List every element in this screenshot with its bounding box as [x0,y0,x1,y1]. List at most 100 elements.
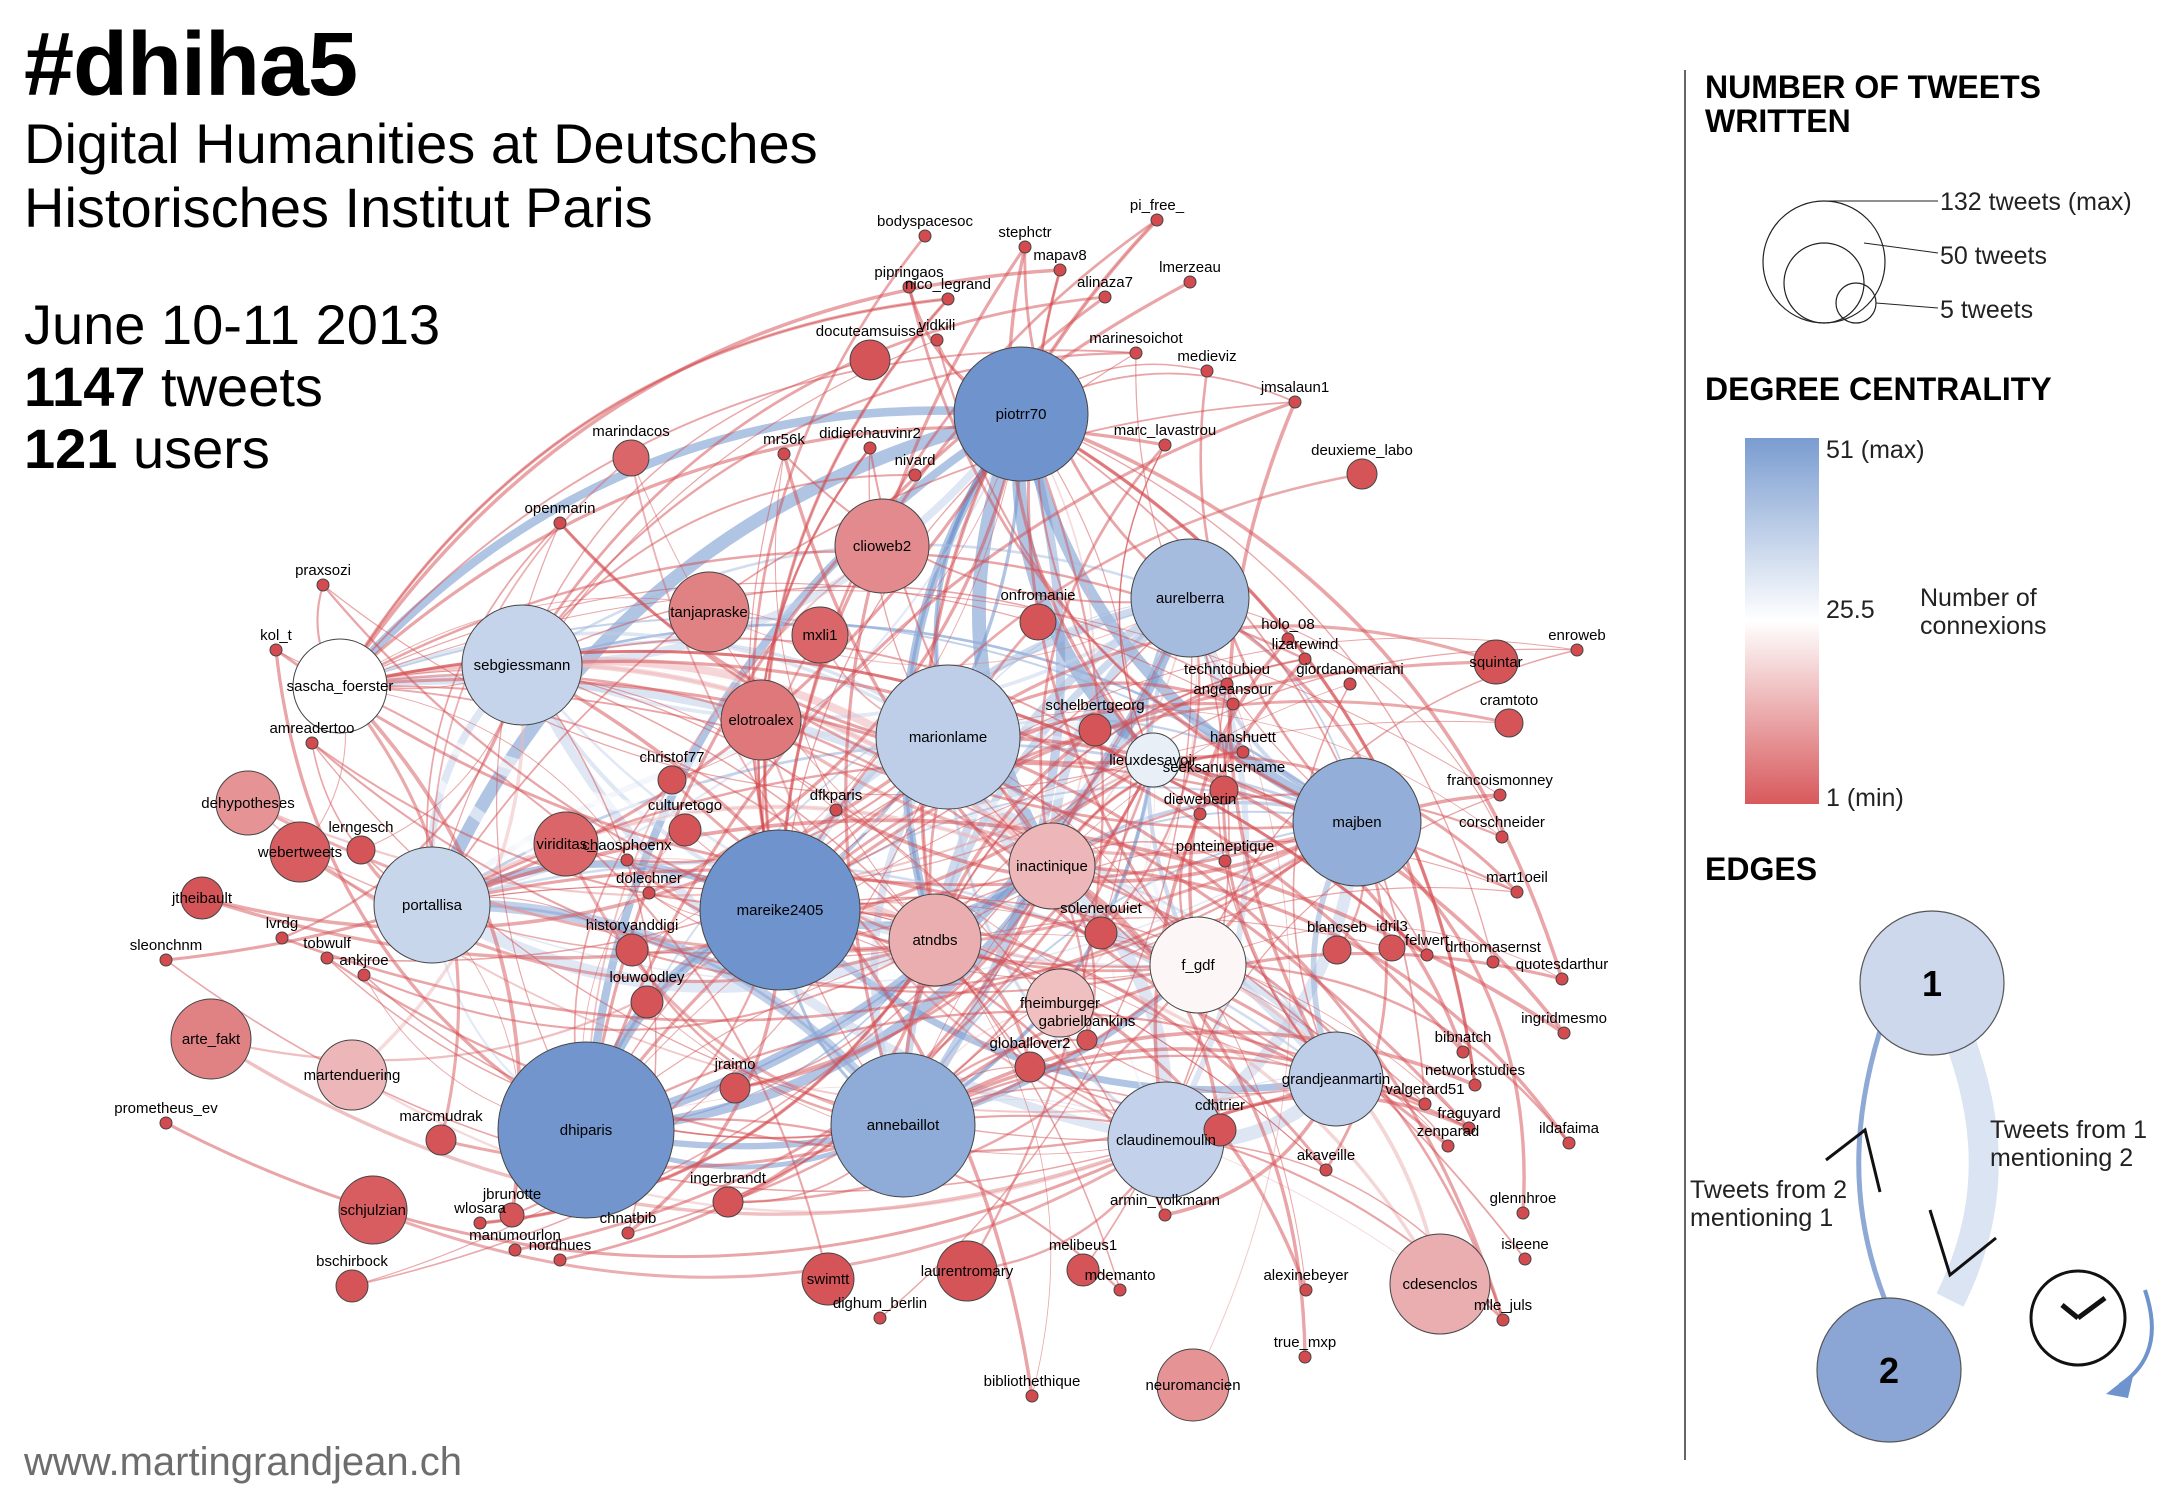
node-fraguyard [1462,1121,1476,1135]
network-edge [165,413,1023,962]
page-title: #dhiha5 [24,15,358,115]
node-label-drthomasernst: drthomasernst [1445,939,1542,956]
node-felwert [1420,948,1434,962]
node-label-solenerouiet: solenerouiet [1060,900,1143,917]
node-bibliothethique [1025,1389,1039,1403]
network-edge [779,637,1578,911]
node-medieviz [1200,364,1214,378]
node-label-ankjroe: ankjroe [339,952,388,969]
network-edge [1020,412,1564,980]
node-seeksanusername [1209,775,1239,805]
node-webertweets [269,821,331,883]
node-neuromancien [1156,1348,1230,1422]
node-label-true_mxp: true_mxp [1274,1334,1337,1351]
network-edge [521,473,916,666]
node-label-dhiparis: dhiparis [560,1122,613,1139]
node-jraimo [719,1072,751,1104]
node-alexinebeyer [1299,1283,1313,1297]
node-label-chnatbib: chnatbib [600,1210,657,1227]
edge-legend-arc-2to1 [1856,1014,1888,1301]
edge-legend-arc-1to2 [1936,1009,1999,1307]
subtitle-line-1: Digital Humanities at Deutsches [24,112,818,175]
node-marindacos [612,439,650,477]
network-edge [734,865,1054,1090]
node-label-didierchauvinr2: didierchauvinr2 [819,425,921,442]
node-tanjapraske [668,571,750,653]
node-label-chaosphoenx: chaosphoenx [582,837,672,854]
node-bibnatch [1456,1045,1470,1059]
color-legend-max: 51 (max) [1826,436,1925,464]
node-cdesenclos [1389,1233,1491,1335]
node-label-felwert: felwert [1405,932,1450,949]
size-legend-circle-max [1762,200,1886,324]
node-isleene [1518,1252,1532,1266]
node-label-f_gdf: f_gdf [1181,957,1215,974]
node-lmerzeau [1183,275,1197,289]
subtitle-line-2: Historisches Institut Paris [24,176,653,239]
network-edge [1227,401,1338,1080]
node-label-blancseb: blancseb [1307,919,1367,936]
color-legend-heading: DEGREE CENTRALITY [1705,371,2052,407]
network-edge [1165,794,1501,1141]
node-label-mdemanto: mdemanto [1085,1267,1156,1284]
edges-legend-heading: EDGES [1705,851,1818,887]
edge-legend: 1 2 [1816,910,2005,1443]
node-chaosphoenx [620,853,634,867]
clock-icon [2029,1269,2154,1398]
node-ankjroe [357,968,371,982]
node-dieweberin [1193,807,1207,821]
node-label-onfromanie: onfromanie [1000,587,1075,604]
node-chnatbib [621,1226,635,1240]
node-networkstudies [1468,1078,1482,1092]
node-docuteamsuisse [849,339,891,381]
node-label-alexinebeyer: alexinebeyer [1263,1267,1348,1284]
size-legend-circle-50 [1783,242,1865,324]
node-lvrdg [275,931,289,945]
network-edge [782,453,1337,1081]
node-stephctr [1018,240,1032,254]
node-ingridmesmo [1557,1026,1571,1040]
node-solenerouiet [1084,916,1118,950]
node-label-squintar: squintar [1469,654,1522,671]
network-edge [281,820,1358,1022]
node-dolechner [642,886,656,900]
node-label-culturetogo: culturetogo [648,797,722,814]
node-label-alinaza7: alinaza7 [1077,274,1133,291]
node-tobwulf [320,951,334,965]
node-label-praxsozi: praxsozi [295,562,351,579]
node-mr56k [777,447,791,461]
node-label-sleonchnm: sleonchnm [130,937,203,954]
node-drthomasernst [1486,955,1500,969]
node-pi_free_ [1150,213,1164,227]
node-label-bibnatch: bibnatch [1435,1029,1492,1046]
node-francoismonney [1493,788,1507,802]
node-label-enroweb: enroweb [1548,627,1606,644]
network-edge [1020,413,1426,1105]
node-label-kol_t: kol_t [260,627,293,644]
node-deuxieme_labo [1346,458,1378,490]
edge-legend-node-2-label: 2 [1879,1350,1899,1391]
network-edge [1015,412,1360,828]
network-edge [934,840,1518,941]
node-sascha_foerster [292,638,388,734]
node-label-martenduering: martenduering [304,1067,401,1084]
credit-link: www.martingrandjean.ch [24,1440,462,1484]
network-edge [165,1121,1167,1259]
tweets-stat: 1147 tweets [24,356,440,418]
network-edge [363,939,936,1031]
node-label-openmarin: openmarin [525,500,596,517]
node-cdhtrier [1203,1113,1237,1147]
network-edge [1051,793,1503,867]
network-edge [520,295,1106,666]
node-nico_legrand [941,292,955,306]
node-label-marc_lavastrou: marc_lavastrou [1114,422,1217,439]
node-kol_t [269,643,283,657]
node-layer: piotrr70 mareike2405 dhiparis annebaillot ma… [114,197,1608,1422]
color-legend-mid: 25.5 [1826,596,1875,624]
node-label-holo_08: holo_08 [1261,616,1314,633]
edge-legend-label-1to2: Tweets from 1 mentioning 2 [1990,1116,2147,1172]
node-label-lmerzeau: lmerzeau [1159,259,1221,276]
edge-legend-node-2 [1816,1297,1962,1443]
node-lerngesch [346,835,376,865]
node-piotrr70 [953,346,1089,482]
